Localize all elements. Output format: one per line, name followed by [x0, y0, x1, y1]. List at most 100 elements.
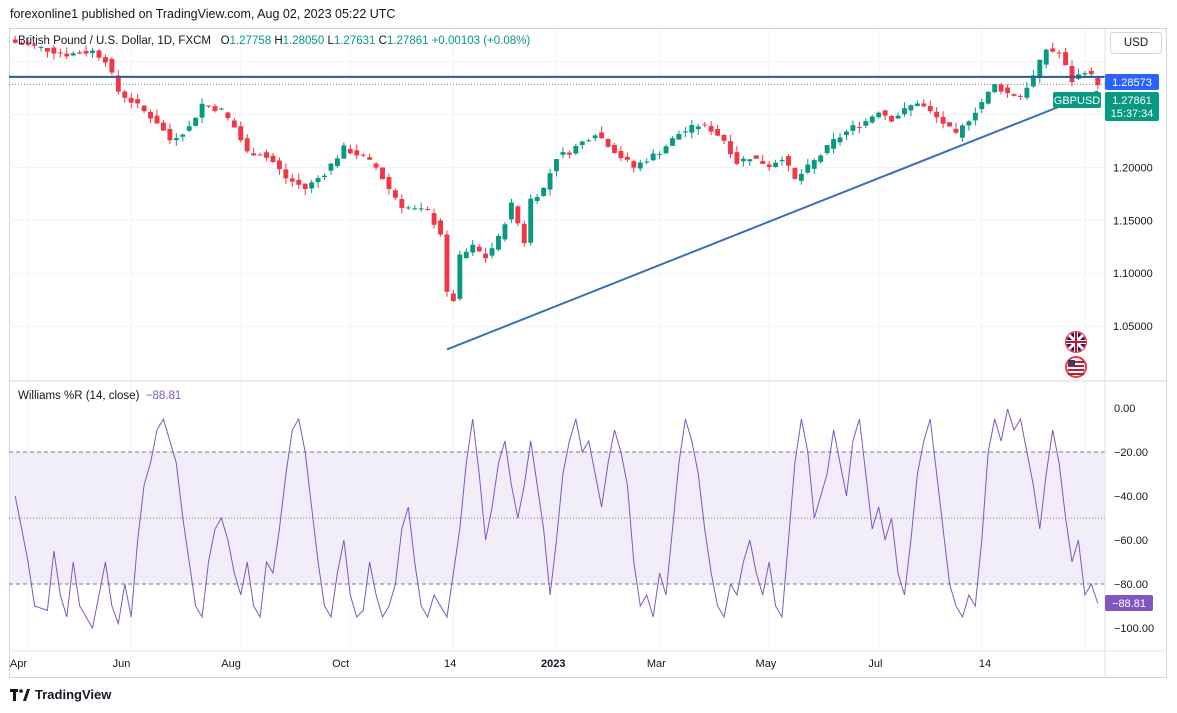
candle-body [882, 110, 888, 116]
candle-body [102, 57, 108, 63]
candle-body [51, 47, 57, 54]
candle-body [444, 234, 450, 292]
candle-body [270, 155, 276, 163]
time-tick-label: Jun [113, 658, 131, 670]
williams-value-tag-bg [1105, 595, 1153, 611]
candle-body [927, 105, 933, 112]
candle-body [979, 102, 985, 110]
us-flag-icon[interactable] [1065, 356, 1087, 378]
candle-body [728, 141, 733, 155]
gb-flag-icon[interactable] [1065, 331, 1087, 353]
candle-body [476, 246, 482, 252]
candle-body [972, 112, 978, 121]
candle-body [289, 178, 295, 182]
candle-body [160, 122, 166, 131]
candle-body [173, 138, 179, 141]
price-tick-label: 1.20000 [1113, 162, 1153, 174]
candle-body [315, 178, 321, 183]
candle-body [450, 293, 456, 302]
candle-body [657, 154, 663, 156]
candle-body [19, 43, 25, 45]
candle-body [902, 108, 907, 115]
williams-value-tag: −88.81 [1112, 598, 1146, 610]
candle-body [747, 159, 753, 162]
candle-body [921, 103, 927, 107]
candle-body [773, 162, 779, 167]
candle-body [605, 139, 611, 147]
low-value: 1.27631 [333, 35, 376, 47]
candle-body [998, 84, 1004, 92]
candle-body [1018, 95, 1023, 97]
candle-body [367, 157, 373, 160]
candle-body [70, 53, 76, 56]
candle-body [831, 138, 837, 149]
candle-body [541, 187, 547, 197]
candle-body [1030, 75, 1036, 87]
time-tick-label: Apr [10, 658, 27, 670]
candle-body [721, 134, 727, 141]
candle-body [392, 190, 398, 198]
candle-body [496, 235, 501, 250]
candle-body [966, 121, 972, 126]
candle-body [225, 112, 231, 119]
candle-body [167, 128, 173, 141]
candle-body [238, 126, 244, 141]
candle-body [354, 150, 360, 156]
candle-body [811, 160, 817, 169]
candle-body [760, 161, 766, 164]
time-tick-label: Oct [332, 658, 349, 670]
candle-body [212, 106, 218, 112]
candle-body [96, 50, 102, 58]
candle-body [470, 244, 476, 253]
symbol-name[interactable]: British Pound / U.S. Dollar, 1D, FXCM [18, 35, 212, 47]
candle-body [715, 129, 721, 136]
candle-body [251, 153, 257, 156]
open-value: 1.27758 [229, 35, 272, 47]
candle-body [1088, 70, 1094, 75]
candle-body [753, 155, 759, 159]
chart-frame [9, 28, 1167, 678]
level-tag-bg [1105, 74, 1159, 90]
candle-body [554, 159, 559, 172]
candle-body [135, 99, 141, 104]
candle-body [837, 137, 843, 143]
time-tick-label: 2023 [541, 658, 565, 670]
candle-body [947, 122, 953, 127]
candle-body [438, 220, 443, 235]
candle-body [90, 50, 95, 54]
candle-body [347, 148, 353, 154]
candle-body [586, 140, 592, 142]
candle-body [805, 164, 811, 173]
candle-body [914, 103, 920, 107]
candle-body [264, 152, 269, 158]
time-tick-label: 14 [444, 658, 456, 670]
candle-body [141, 105, 147, 112]
candle-body [876, 112, 882, 118]
candle-body [360, 154, 366, 156]
candle-body [960, 125, 965, 138]
candle-body [457, 254, 463, 299]
candle-body [592, 135, 598, 139]
candle-body [148, 112, 153, 119]
candle-body [766, 164, 772, 168]
candle-body [218, 108, 224, 110]
candle-body [1037, 59, 1043, 79]
indicator-name[interactable]: Williams %R (14, close) [18, 390, 140, 402]
time-tick-label: May [756, 658, 777, 670]
candle-body [908, 105, 914, 111]
tradingview-footer[interactable]: TradingView [10, 687, 111, 702]
candle-body [663, 146, 669, 154]
candle-body [322, 175, 327, 178]
candle-body [283, 169, 289, 179]
candle-body [863, 121, 869, 126]
candle-body [515, 206, 521, 224]
candle-body [850, 125, 856, 131]
currency-button[interactable]: USD [1110, 32, 1162, 54]
candle-body [644, 161, 650, 163]
candle-body [328, 163, 334, 171]
candle-body [25, 42, 31, 45]
high-value: 1.28050 [282, 35, 325, 47]
ascending-trendline[interactable] [446, 90, 1099, 351]
candle-body [1082, 73, 1088, 75]
